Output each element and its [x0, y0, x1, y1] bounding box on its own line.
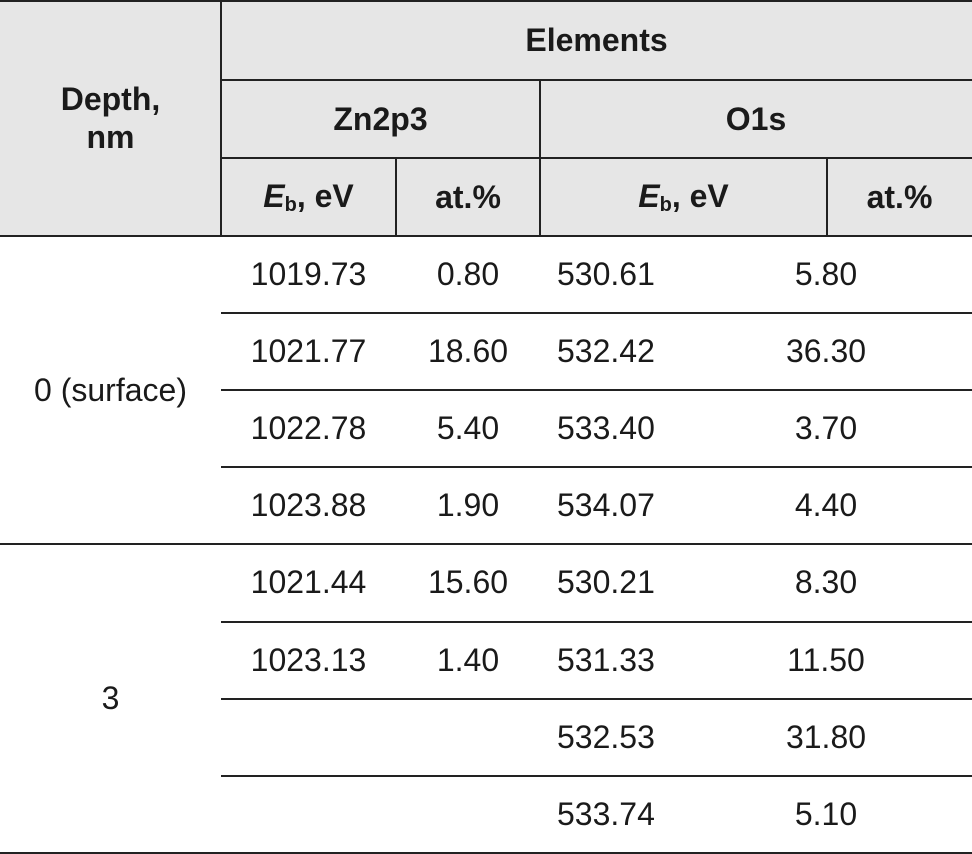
- cell-o-eb: 532.53: [557, 718, 655, 755]
- cell-zn-at: 5.40: [436, 410, 500, 447]
- cell-o-at: 8.30: [794, 564, 858, 601]
- cell-zn-eb: 1022.78: [250, 410, 367, 447]
- rule: [221, 774, 972, 777]
- rule: [221, 157, 972, 159]
- eb-symbol: E: [263, 177, 285, 214]
- depth: 3: [101, 680, 120, 717]
- header-zn: Zn2p3: [333, 100, 428, 137]
- cell-zn-at: 18.60: [427, 333, 509, 370]
- rule: [826, 158, 828, 236]
- cell-zn-at: 1.90: [436, 487, 500, 524]
- cell-o-at: 4.40: [794, 487, 858, 524]
- cell-o-eb: 533.40: [557, 410, 655, 447]
- cell-o-at: 36.30: [785, 333, 867, 370]
- cell-o-at: 11.50: [787, 641, 865, 678]
- header-o-at: at.%: [866, 178, 933, 215]
- header-zn-eb: Eb, eV: [221, 158, 396, 236]
- eb-unit: , eV: [671, 177, 729, 214]
- eb-unit: , eV: [296, 177, 354, 214]
- header-elements: Elements: [525, 21, 668, 58]
- cell-o-at: 5.10: [794, 795, 858, 832]
- header-o: O1s: [725, 100, 787, 137]
- cell-zn-at: 1.40: [436, 641, 500, 678]
- rule: [0, 235, 972, 237]
- rule: [395, 158, 397, 236]
- cell-o-at: 5.80: [794, 256, 858, 293]
- depth: 0 (surface): [34, 371, 187, 408]
- cell-o-at: 31.80: [785, 718, 867, 755]
- cell-zn-eb: 1019.73: [250, 256, 367, 293]
- eb-subscript: b: [284, 193, 297, 216]
- rule: [221, 620, 972, 623]
- cell-zn-eb: 1021.44: [250, 564, 367, 601]
- rule: [221, 389, 972, 392]
- cell-o-eb: 531.33: [557, 641, 655, 678]
- rule: [221, 79, 972, 81]
- cell-o-eb: 530.61: [557, 256, 655, 293]
- header-background: [0, 0, 972, 236]
- cell-zn-eb: 1023.88: [250, 487, 367, 524]
- cell-o-at: 3.70: [794, 410, 858, 447]
- eb-symbol: E: [638, 177, 660, 214]
- cell-o-eb: 532.42: [557, 333, 655, 370]
- header-depth-text: Depth, nm: [60, 81, 161, 155]
- header-o-eb: Eb, eV: [540, 158, 827, 236]
- cell-o-eb: 534.07: [557, 487, 655, 524]
- rule: [0, 0, 972, 2]
- header-zn-at: at.%: [435, 178, 501, 215]
- cell-zn-at: 0.80: [436, 256, 500, 293]
- rule: [221, 466, 972, 469]
- cell-zn-eb: 1023.13: [250, 641, 367, 678]
- rule: [221, 312, 972, 315]
- cell-o-eb: 530.21: [557, 564, 655, 601]
- cell-zn-eb: 1021.77: [250, 333, 367, 370]
- header-depth: Depth, nm: [0, 0, 221, 236]
- rule: [221, 697, 972, 700]
- rule: [220, 0, 222, 236]
- cell-o-eb: 533.74: [557, 795, 655, 832]
- rule: [0, 851, 972, 854]
- eb-subscript: b: [659, 193, 672, 216]
- rule: [0, 543, 972, 546]
- rule: [539, 80, 541, 236]
- cell-zn-at: 15.60: [427, 564, 509, 601]
